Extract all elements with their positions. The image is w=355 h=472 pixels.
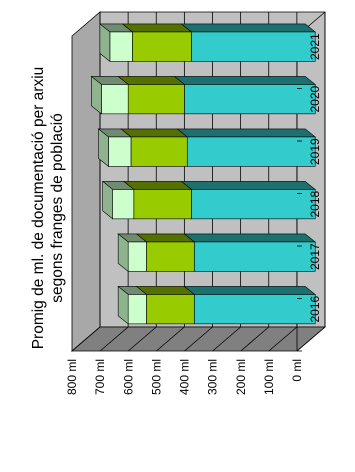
bar-end-face [99,23,111,62]
bar-top-face [121,23,193,33]
floor-gridline [184,326,213,352]
bar-segment [130,136,188,167]
floor-gridline [240,326,270,352]
bar-segment [108,136,132,167]
value-tick-label: 300 ml [206,359,220,395]
floor-gridline [71,326,101,352]
bar-top-face [183,286,317,295]
bar-end-face [117,285,129,325]
floor-gridline [268,326,298,352]
bar-segment [191,31,316,62]
value-tick-label: 600 ml [121,359,135,395]
bar-segment [127,84,185,115]
category-label: 2019 [308,138,322,165]
bar-segment [101,84,129,115]
bar-end-face [98,128,109,167]
bar-segment [184,84,316,115]
bar-end-face [102,180,113,220]
floor-gridline [156,326,185,352]
bar-top-face [180,181,317,190]
value-tick-label: 200 ml [234,359,248,395]
category-label: 2016 [308,295,322,322]
category-label: 2018 [308,190,322,217]
y-axis-title-line-2: segons franges de població [49,113,66,303]
bar-top-face [176,128,317,138]
bar-end-face [117,233,129,272]
floor-gridline [296,326,326,352]
category-label: 2021 [308,33,322,60]
value-tick-label: 400 ml [178,359,192,395]
bar-top-face [173,76,317,85]
bar-segment [133,189,192,220]
bar-segment [127,294,147,325]
chart-side-wall [71,11,101,352]
bar-segment [193,241,316,272]
category-label: 2017 [308,243,322,270]
bar-top-face [120,128,189,138]
category-label: 2020 [308,85,322,112]
bar-segment [132,31,192,62]
plot-area: 0 ml 100 ml 200 ml 300 ml 400 ml 500 ml 600 ml… [65,11,327,395]
bar-segment [112,189,135,220]
value-tick-label: 500 ml [149,359,163,395]
bar-segment [146,241,195,272]
value-tick-label: 800 ml [65,359,79,395]
bar-top-face [180,23,317,33]
bar-top-face [183,233,317,243]
bar-end-face [91,75,102,115]
bar-segment [186,136,316,167]
bar-segment [109,31,133,62]
value-tick-label: 700 ml [93,359,107,395]
bar-top-face [117,76,186,85]
floor-gridline [99,326,129,352]
value-tick-label: 0 ml [290,359,304,382]
bar-segment [127,241,147,272]
bar-segment [146,294,195,325]
bar-top-face [122,181,193,190]
bar-segment [191,189,316,220]
bar-segment [193,294,316,325]
floor-gridline [127,326,157,352]
value-tick-label: 100 ml [262,359,276,395]
y-axis-title-line-1: Promig de ml. de documentació per arxiu [30,67,47,350]
floor-gridline [212,326,241,352]
